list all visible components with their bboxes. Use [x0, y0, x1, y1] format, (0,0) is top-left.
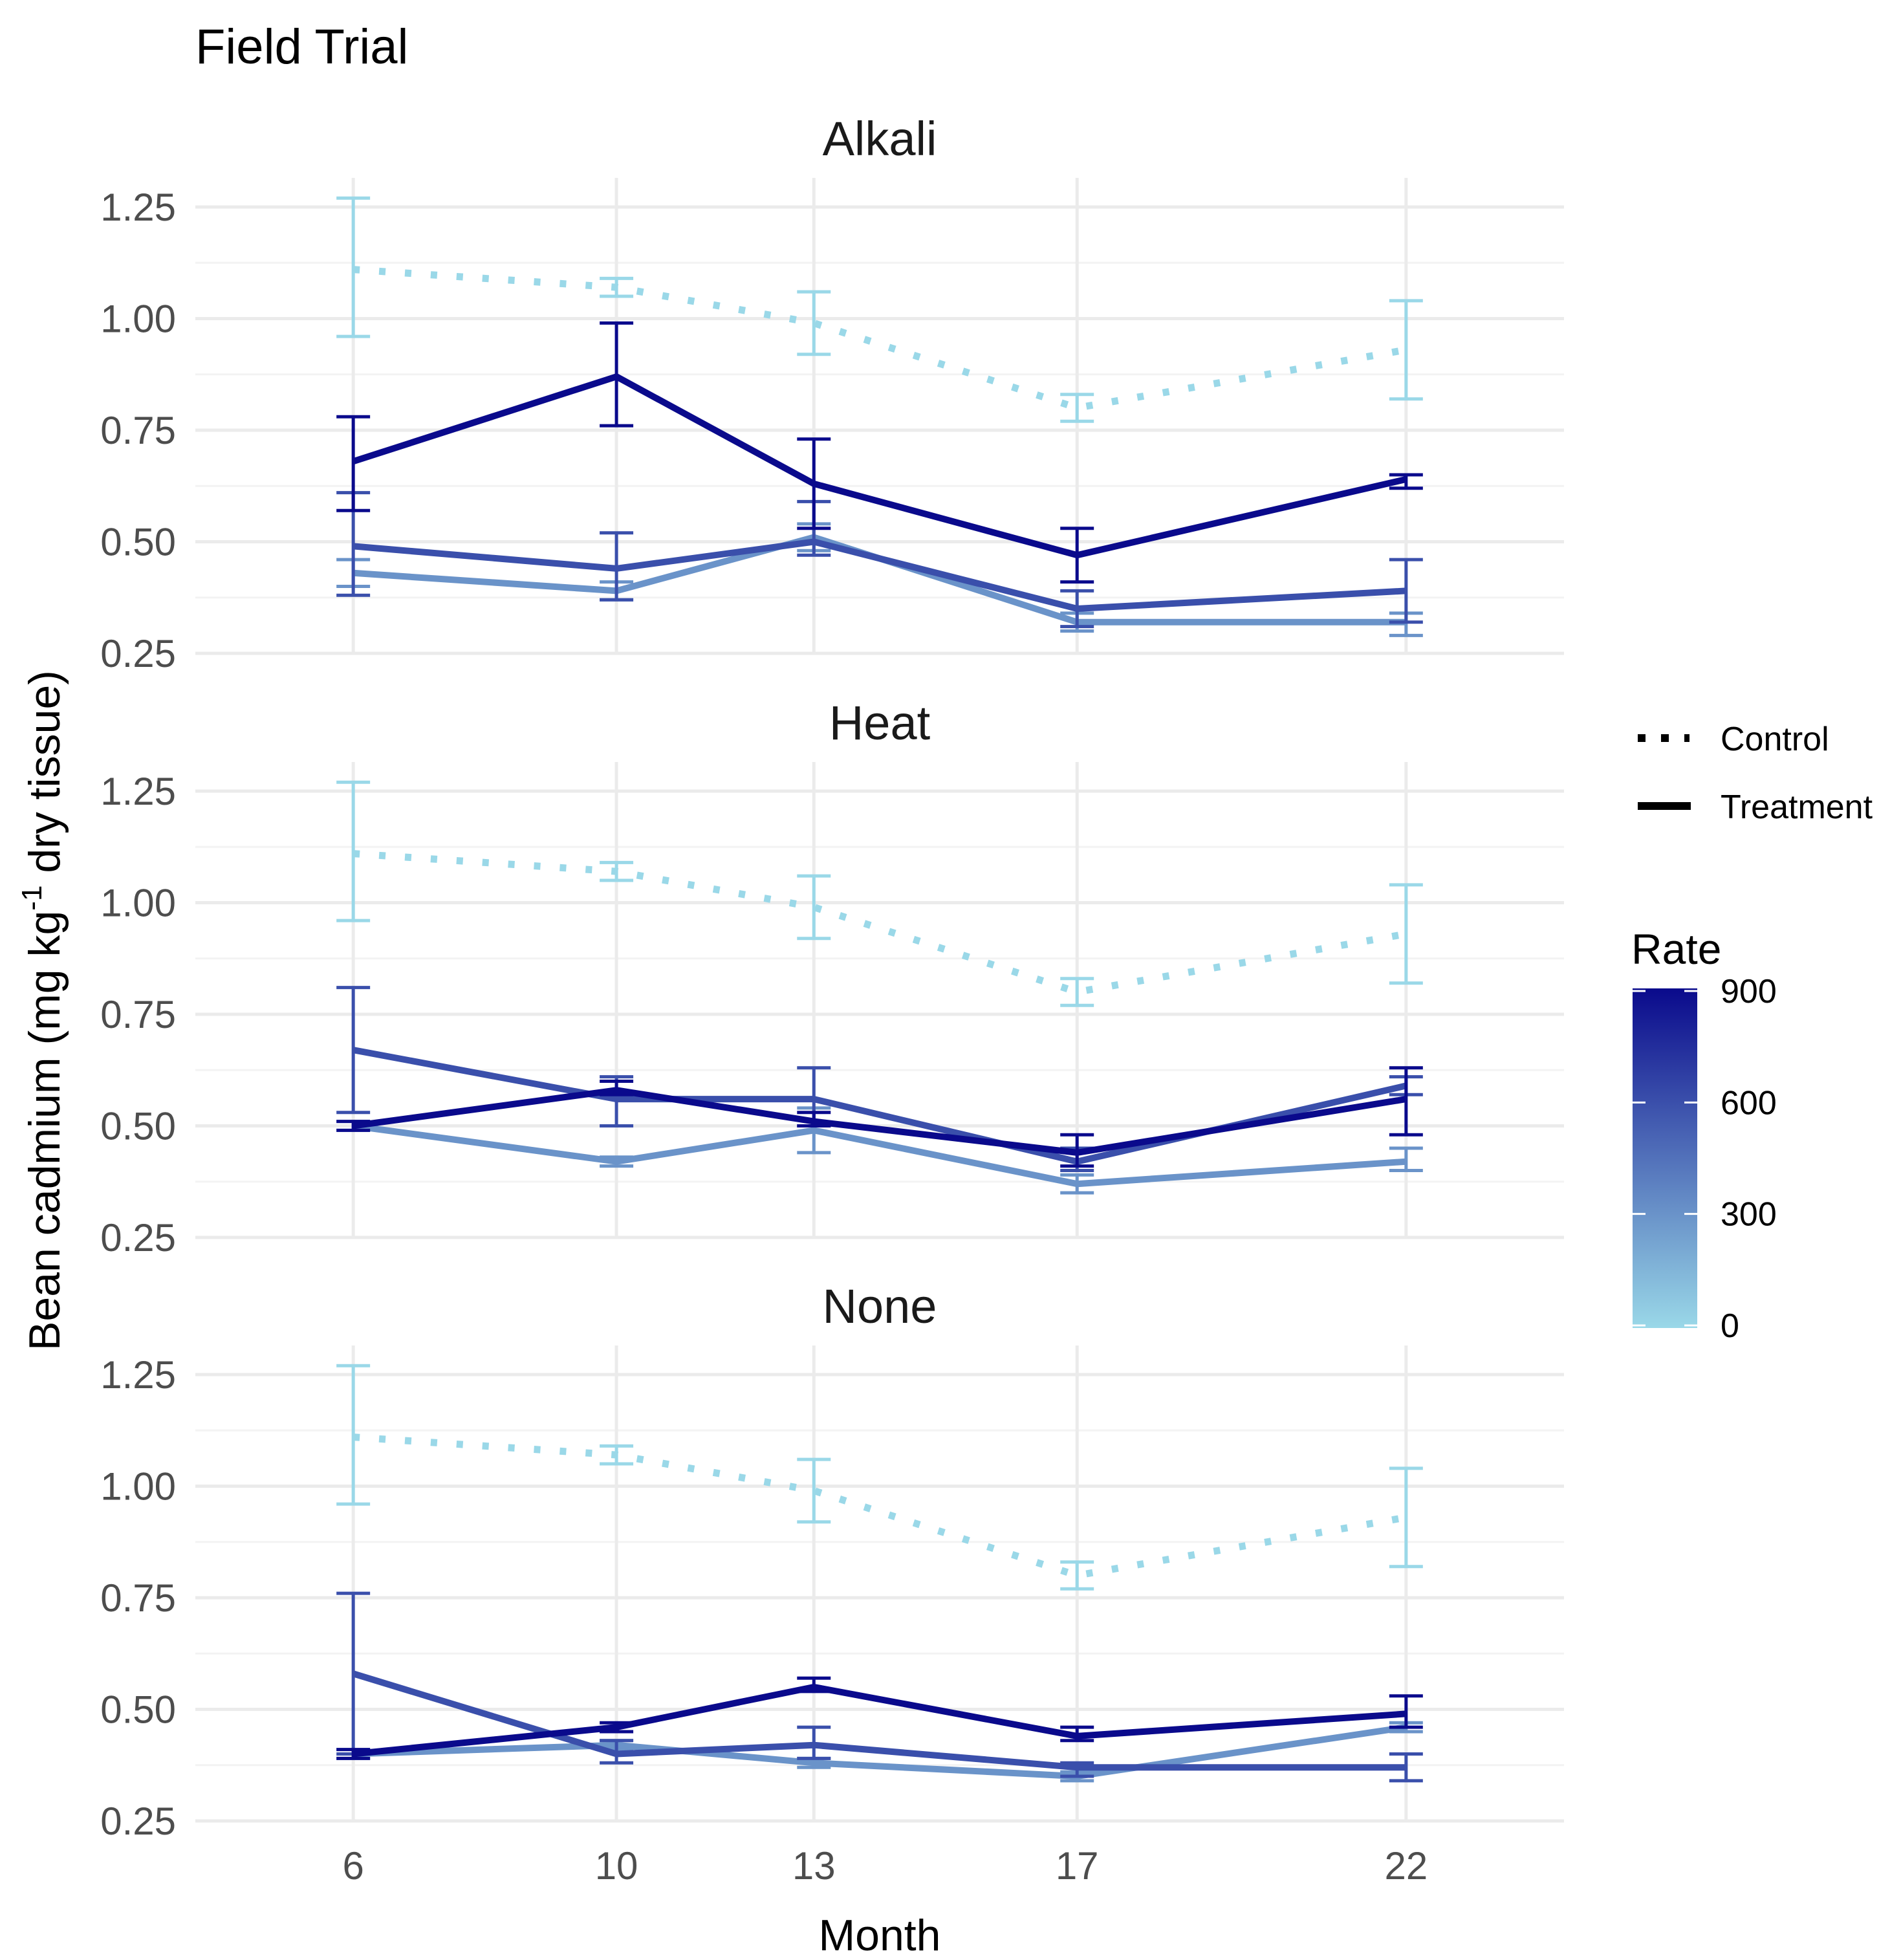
linetype-legend: Control Treatment [1638, 721, 1873, 826]
panel-title-alkali: Alkali [823, 112, 937, 166]
panel-title-heat: Heat [829, 696, 931, 750]
y-tick-label: 0.25 [100, 1800, 176, 1843]
error-bar [797, 290, 831, 356]
error-bar [336, 415, 371, 512]
y-tick-label: 1.25 [100, 186, 176, 229]
series-line [353, 266, 1407, 411]
y-tick-label: 1.00 [100, 1465, 176, 1508]
y-axis-title-prefix: Bean cadmium (mg kg [20, 911, 69, 1351]
legend-label-control: Control [1721, 721, 1829, 758]
y-tick-label: 0.50 [100, 1688, 176, 1732]
x-tick-label: 10 [595, 1844, 638, 1888]
colorbar [1633, 988, 1697, 1328]
error-bar [1389, 1694, 1423, 1729]
series-line [353, 538, 1407, 612]
x-axis-title: Month [819, 1911, 941, 1960]
color-legend-title: Rate [1631, 925, 1721, 973]
series-line [352, 1670, 1406, 1771]
y-tick-label: 0.25 [100, 1216, 176, 1259]
series-control-rate-0 [336, 1364, 1423, 1591]
colorbar-label: 600 [1721, 1084, 1777, 1122]
x-axis-ticks: 6 10 13 17 22 [342, 1844, 1428, 1888]
x-tick-label: 17 [1056, 1844, 1099, 1888]
series-treatment-rate-900 [336, 321, 1423, 584]
y-tick-label: 0.50 [100, 521, 176, 564]
y-tick-label: 0.50 [100, 1105, 176, 1148]
colorbar-label: 0 [1721, 1307, 1739, 1345]
series-line [353, 1433, 1407, 1579]
series-line [353, 1087, 1407, 1156]
panel-title-none: None [823, 1279, 937, 1333]
series-treatment-rate-900 [336, 1066, 1423, 1168]
series-line [352, 373, 1407, 559]
y-tick-label: 1.25 [100, 1353, 176, 1397]
y-tick-label: 0.75 [100, 993, 176, 1036]
y-tick-label: 0.25 [100, 632, 176, 675]
y-tick-label: 1.00 [100, 882, 176, 925]
error-bar [1060, 1560, 1094, 1591]
error-bar [336, 1364, 371, 1506]
error-bar [797, 874, 831, 941]
series-line [353, 1724, 1407, 1780]
error-bar [1389, 1146, 1423, 1172]
series-control-rate-0 [336, 196, 1423, 423]
y-axis-title-suffix: dry tissue) [20, 670, 69, 886]
y-tick-label: 1.00 [100, 298, 176, 341]
colorbar-ticks: 0 300 600 900 [1633, 973, 1777, 1345]
panels: Alkali 0.25 0.50 0.75 1.00 1.25 Heat 0.25 0.50 0.… [100, 112, 1564, 1888]
chart-title: Field Trial [195, 19, 408, 74]
y-tick-label: 0.75 [100, 409, 176, 452]
error-bar [797, 1457, 831, 1524]
panel-heat: Heat 0.25 0.50 0.75 1.00 1.25 [100, 696, 1564, 1259]
svg-text:Bean cadmium (mg kg-1 dry tiss: Bean cadmium (mg kg-1 dry tissue) [16, 670, 69, 1351]
series-line [353, 1684, 1407, 1758]
y-axis-title: Bean cadmium (mg kg-1 dry tissue) [16, 670, 69, 1351]
error-bar [336, 780, 371, 922]
series-treatment-rate-600 [336, 1591, 1423, 1783]
error-bar [1060, 393, 1094, 423]
color-legend: Rate 0 300 600 900 [1631, 925, 1777, 1345]
panel-alkali: Alkali 0.25 0.50 0.75 1.00 1.25 [100, 112, 1564, 675]
series-line [353, 1122, 1407, 1188]
error-bar [1389, 299, 1423, 401]
y-axis-title-superscript: -1 [16, 886, 48, 911]
series-treatment-rate-900 [336, 1676, 1423, 1760]
colorbar-label: 300 [1721, 1196, 1777, 1234]
series-line [353, 850, 1407, 996]
error-bar [1389, 883, 1423, 985]
series-control-rate-0 [336, 780, 1423, 1007]
error-bar [1060, 977, 1094, 1007]
x-tick-label: 13 [792, 1844, 836, 1888]
error-bar [336, 196, 371, 338]
panel-none: None 0.25 0.50 0.75 1.00 1.25 [100, 1279, 1564, 1843]
y-tick-label: 0.75 [100, 1576, 176, 1620]
legend-label-treatment: Treatment [1721, 789, 1873, 826]
x-tick-label: 6 [342, 1844, 364, 1888]
y-tick-label: 1.25 [100, 770, 176, 813]
series-line [353, 534, 1406, 626]
x-tick-label: 22 [1384, 1844, 1428, 1888]
colorbar-label: 900 [1721, 973, 1777, 1010]
error-bar [1389, 1466, 1423, 1569]
